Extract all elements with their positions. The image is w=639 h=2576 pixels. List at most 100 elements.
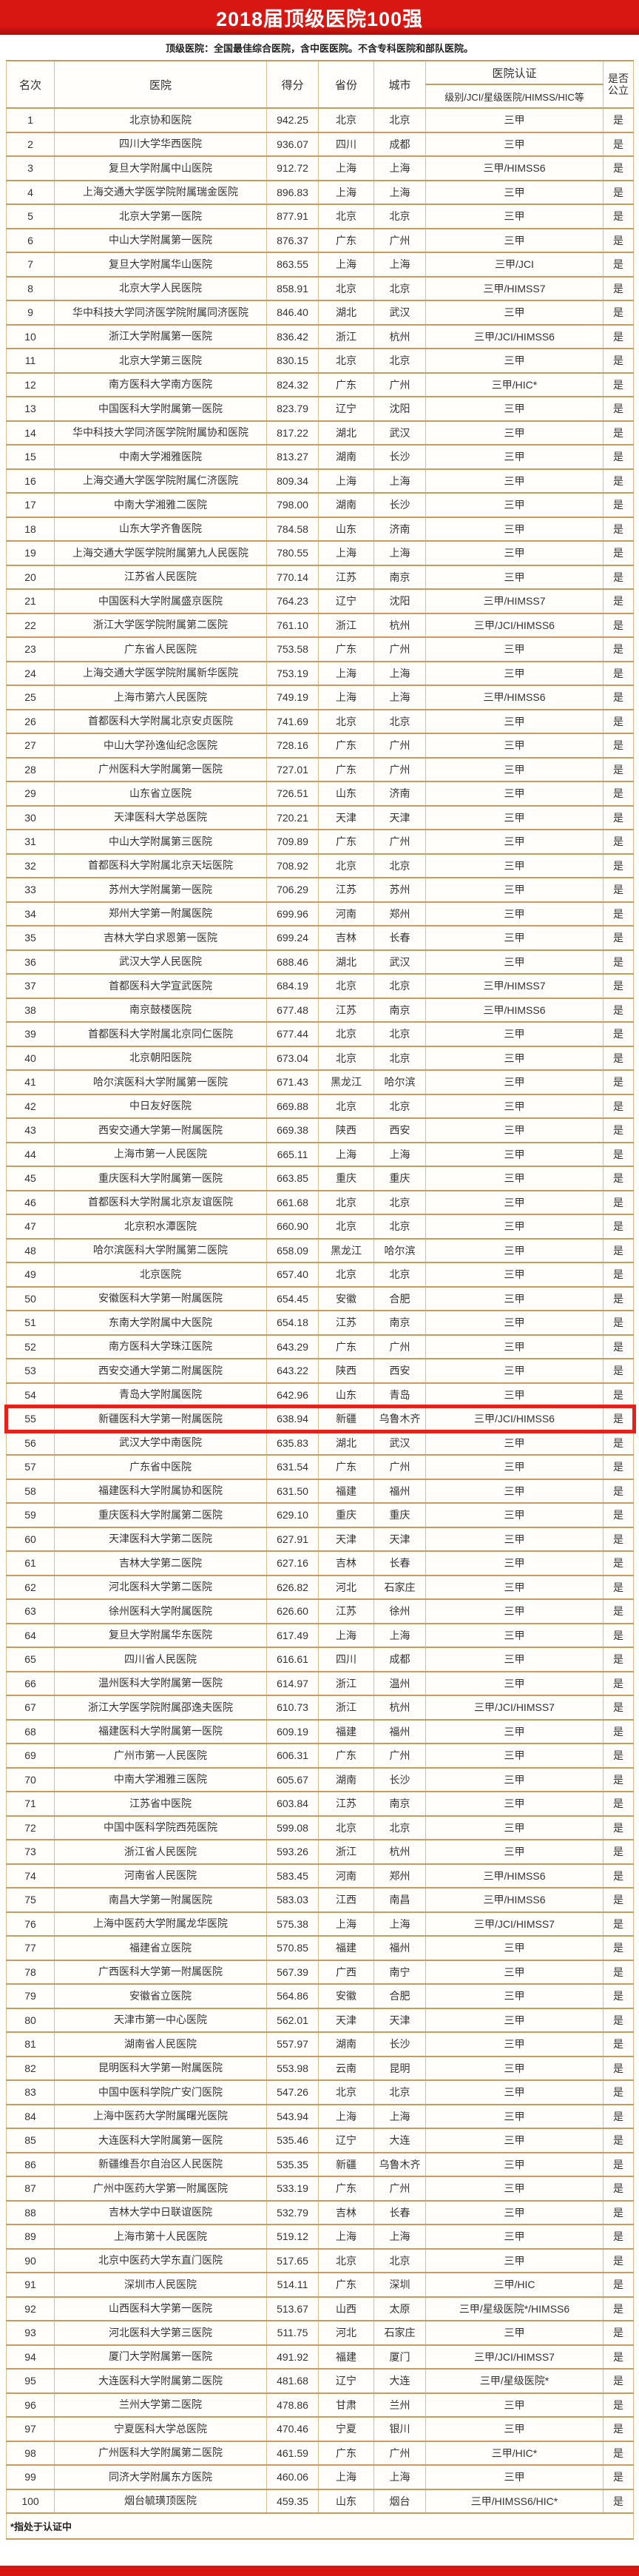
cell-score: 809.34 bbox=[266, 468, 319, 494]
cell-certification: 三甲 bbox=[425, 131, 604, 157]
table-row: 32 首都医科大学附属北京天坛医院 708.92 北京 北京 三甲是 bbox=[6, 852, 634, 878]
table-row: 36 武汉大学人民医院 688.46 湖北 武汉 三甲是 bbox=[6, 949, 634, 975]
table-row: 93 河北医科大学第三医院 511.75 河北 石家庄 三甲是 bbox=[6, 2320, 634, 2346]
cell-certification: 三甲 bbox=[425, 1045, 604, 1071]
cell-city: 上海 bbox=[373, 2464, 426, 2490]
cell-certification: 三甲 bbox=[425, 877, 604, 903]
cell-certification: 三甲 bbox=[425, 1574, 604, 1600]
cell-hospital: 复旦大学附属华山医院 bbox=[54, 252, 267, 278]
cell-certification: 三甲 bbox=[425, 204, 604, 229]
cell-public: 是 bbox=[603, 155, 634, 181]
cell-certification: 三甲 bbox=[425, 1237, 604, 1263]
cell-hospital: 华中科技大学同济医学院附属协和医院 bbox=[54, 420, 267, 445]
col-header-certification-group: 医院认证 bbox=[425, 60, 604, 85]
cell-public: 是 bbox=[603, 1382, 634, 1408]
cell-city: 北京 bbox=[373, 1214, 426, 1240]
table-row: 3 复旦大学附属中山医院 912.72 上海 上海 三甲/HIMSS6 是 bbox=[6, 155, 634, 181]
cell-score: 836.42 bbox=[266, 323, 319, 349]
cell-city: 北京 bbox=[373, 1093, 426, 1119]
cell-city: 广州 bbox=[373, 733, 426, 759]
cell-rank: 23 bbox=[6, 636, 55, 662]
cell-province: 山西 bbox=[318, 2296, 374, 2321]
footnote: *指处于认证中 bbox=[6, 2512, 634, 2540]
cell-city: 沈阳 bbox=[373, 396, 426, 422]
table-row: 88 吉林大学中日联谊医院 532.79 吉林 长春 三甲是 bbox=[6, 2199, 634, 2225]
cell-certification: 三甲 bbox=[425, 2464, 604, 2490]
cell-province: 上海 bbox=[318, 468, 374, 494]
cell-city: 青岛 bbox=[373, 1382, 426, 1408]
cell-rank: 31 bbox=[6, 829, 55, 855]
cell-score: 643.22 bbox=[266, 1358, 319, 1384]
cell-public: 是 bbox=[603, 1189, 634, 1215]
cell-city: 长沙 bbox=[373, 2031, 426, 2057]
table-row: 47 北京积水潭医院 660.90 北京 北京 三甲是 bbox=[6, 1214, 634, 1240]
col-header-score: 得分 bbox=[266, 60, 319, 109]
table-row: 82 昆明医科大学第一附属医院 553.98 云南 昆明 三甲是 bbox=[6, 2055, 634, 2081]
cell-score: 673.04 bbox=[266, 1045, 319, 1071]
cell-province: 广东 bbox=[318, 1334, 374, 1359]
cell-province: 广东 bbox=[318, 1743, 374, 1769]
cell-province: 湖北 bbox=[318, 1430, 374, 1456]
cell-public: 是 bbox=[603, 708, 634, 734]
cell-score: 532.79 bbox=[266, 2199, 319, 2225]
cell-city: 上海 bbox=[373, 2103, 426, 2129]
cell-city: 广州 bbox=[373, 636, 426, 662]
col-header-certification-detail: 级别/JCI/星级医院/HIMSS/HIC等 bbox=[425, 84, 604, 109]
cell-city: 上海 bbox=[373, 155, 426, 181]
table-row: 81 湖南省人民医院 557.97 湖南 长沙 三甲是 bbox=[6, 2031, 634, 2057]
cell-public: 是 bbox=[603, 564, 634, 590]
cell-province: 广东 bbox=[318, 733, 374, 759]
cell-city: 广州 bbox=[373, 829, 426, 855]
cell-province: 重庆 bbox=[318, 1502, 374, 1528]
cell-public: 是 bbox=[603, 2272, 634, 2298]
cell-certification: 三甲/HIMSS6 bbox=[425, 1887, 604, 1913]
cell-rank: 29 bbox=[6, 781, 55, 807]
cell-certification: 三甲 bbox=[425, 2199, 604, 2225]
cell-certification: 三甲 bbox=[425, 1815, 604, 1840]
cell-province: 广西 bbox=[318, 1959, 374, 1985]
cell-certification: 三甲 bbox=[425, 1454, 604, 1480]
cell-province: 湖北 bbox=[318, 949, 374, 975]
cell-rank: 38 bbox=[6, 997, 55, 1023]
cell-rank: 17 bbox=[6, 492, 55, 518]
cell-province: 湖南 bbox=[318, 444, 374, 470]
col-header-hospital: 医院 bbox=[54, 60, 267, 109]
table-row: 41 哈尔滨医科大学附属第一医院 671.43 黑龙江 哈尔滨 三甲是 bbox=[6, 1069, 634, 1095]
cell-public: 是 bbox=[603, 2103, 634, 2129]
cell-city: 长沙 bbox=[373, 492, 426, 518]
cell-certification: 三甲 bbox=[425, 781, 604, 807]
cell-rank: 72 bbox=[6, 1815, 55, 1840]
cell-city: 武汉 bbox=[373, 1430, 426, 1456]
cell-province: 河南 bbox=[318, 901, 374, 927]
cell-certification: 三甲 bbox=[425, 1647, 604, 1672]
cell-hospital: 四川省人民医院 bbox=[54, 1647, 267, 1672]
cell-province: 浙江 bbox=[318, 323, 374, 349]
cell-certification: 三甲 bbox=[425, 660, 604, 686]
cell-hospital: 天津医科大学第二医院 bbox=[54, 1526, 267, 1552]
cell-score: 896.83 bbox=[266, 179, 319, 205]
cell-city: 上海 bbox=[373, 2224, 426, 2250]
cell-province: 北京 bbox=[318, 1045, 374, 1071]
cell-public: 是 bbox=[603, 949, 634, 975]
cell-public: 是 bbox=[603, 588, 634, 614]
cell-rank: 5 bbox=[6, 204, 55, 229]
table-row: 68 福建医科大学附属第一医院 609.19 福建 福州 三甲是 bbox=[6, 1718, 634, 1744]
cell-score: 798.00 bbox=[266, 492, 319, 518]
cell-city: 西安 bbox=[373, 1358, 426, 1384]
cell-public: 是 bbox=[603, 852, 634, 878]
cell-score: 770.14 bbox=[266, 564, 319, 590]
cell-province: 广东 bbox=[318, 2176, 374, 2202]
table-header: 名次 医院 得分 省份 城市 医院认证 是否公立 级别/JCI/星级医院/HIM… bbox=[6, 60, 634, 109]
cell-rank: 65 bbox=[6, 1647, 55, 1672]
cell-rank: 96 bbox=[6, 2392, 55, 2418]
cell-public: 是 bbox=[603, 2440, 634, 2466]
cell-rank: 58 bbox=[6, 1478, 55, 1504]
cell-province: 河北 bbox=[318, 2320, 374, 2346]
cell-public: 是 bbox=[603, 1069, 634, 1095]
cell-province: 甘肃 bbox=[318, 2392, 374, 2418]
cell-city: 哈尔滨 bbox=[373, 1069, 426, 1095]
cell-city: 重庆 bbox=[373, 1502, 426, 1528]
cell-city: 西安 bbox=[373, 1117, 426, 1143]
cell-public: 是 bbox=[603, 1214, 634, 1240]
table-row: 65 四川省人民医院 616.61 四川 成都 三甲是 bbox=[6, 1647, 634, 1672]
